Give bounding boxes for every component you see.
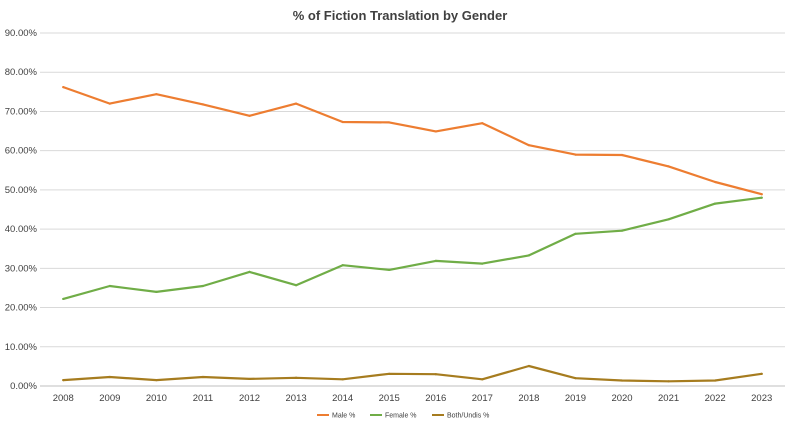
gridlines [40,32,785,348]
data-point [667,380,670,383]
data-point [388,268,391,272]
data-point [760,372,763,375]
x-tick-label: 2021 [658,393,679,404]
x-tick-label: 2011 [193,393,213,404]
data-point [620,153,624,157]
data-point [620,229,624,232]
y-tick-label: 60.00% [5,146,38,157]
y-tick-label: 10.00% [5,342,38,353]
data-point [760,196,763,199]
x-tick-label: 2012 [239,393,260,404]
data-point [341,378,344,381]
data-point [294,102,298,105]
data-point [62,379,65,382]
data-point [248,270,251,273]
x-tick-label: 2008 [53,393,74,404]
y-tick-label: 40.00% [5,224,38,235]
data-point [341,120,344,124]
x-tick-label: 2016 [425,393,446,404]
data-point [201,103,205,106]
data-point [481,122,484,125]
x-tick-label: 2018 [518,393,539,404]
legend-label: Female % [385,413,417,420]
x-tick-label: 2015 [379,393,400,404]
data-point [388,121,391,124]
plot-area [62,85,763,383]
data-point [434,130,437,133]
x-tick-label: 2023 [751,393,772,404]
x-tick-label: 2022 [705,393,726,404]
data-point [574,232,577,235]
data-point [108,375,111,379]
data-point [248,377,251,381]
y-tick-label: 70.00% [5,106,38,117]
data-point [527,144,531,147]
data-point [155,290,158,293]
data-point [341,264,344,267]
series-line-1 [62,196,763,300]
y-tick-label: 0.00% [10,381,37,392]
data-point [667,165,670,168]
y-tick-label: 30.00% [5,263,38,274]
data-point [201,284,205,288]
x-tick-label: 2017 [472,393,493,404]
legend: Male % Female % Both/Undis % [317,413,489,420]
data-point [714,379,717,382]
chart-title: % of Fiction Translation by Gender [293,8,508,23]
legend-label: Male % [332,413,355,420]
x-tick-label: 2020 [611,393,632,404]
y-tick-label: 50.00% [5,185,38,196]
data-point [62,86,65,89]
y-axis: 0.00% 10.00% 20.00% 30.00% 40.00% 50.00% 60.00… [5,28,38,392]
x-axis: 2008 2009 2010 2011 2012 2013 2014 2015 2016 2017… [40,385,785,404]
x-tick-label: 2019 [565,393,586,404]
data-point [62,297,65,301]
series-line-2 [62,364,763,383]
y-tick-label: 90.00% [5,28,38,39]
data-point [294,284,298,287]
data-point [667,218,670,221]
x-tick-label: 2010 [146,393,167,404]
data-point [108,284,111,288]
data-point [294,376,298,379]
data-point [201,375,205,379]
data-point [434,373,437,376]
x-tick-label: 2014 [332,393,353,404]
x-tick-label: 2013 [286,393,307,404]
legend-label: Both/Undis % [447,413,489,420]
x-tick-label: 2009 [99,393,120,404]
data-point [481,378,484,381]
data-point [574,377,577,380]
data-point [481,262,484,265]
y-tick-label: 20.00% [5,303,38,314]
data-point [527,254,531,257]
data-point [760,193,763,196]
y-tick-label: 80.00% [5,67,38,78]
data-point [620,379,624,382]
data-point [388,372,391,375]
data-point [714,202,717,205]
data-point [574,153,577,156]
data-point [155,379,158,382]
data-point [155,93,158,96]
data-point [248,114,251,117]
data-point [714,180,717,184]
data-point [434,259,437,262]
data-point [527,364,531,368]
series-line-0 [62,85,763,196]
data-point [108,102,111,105]
